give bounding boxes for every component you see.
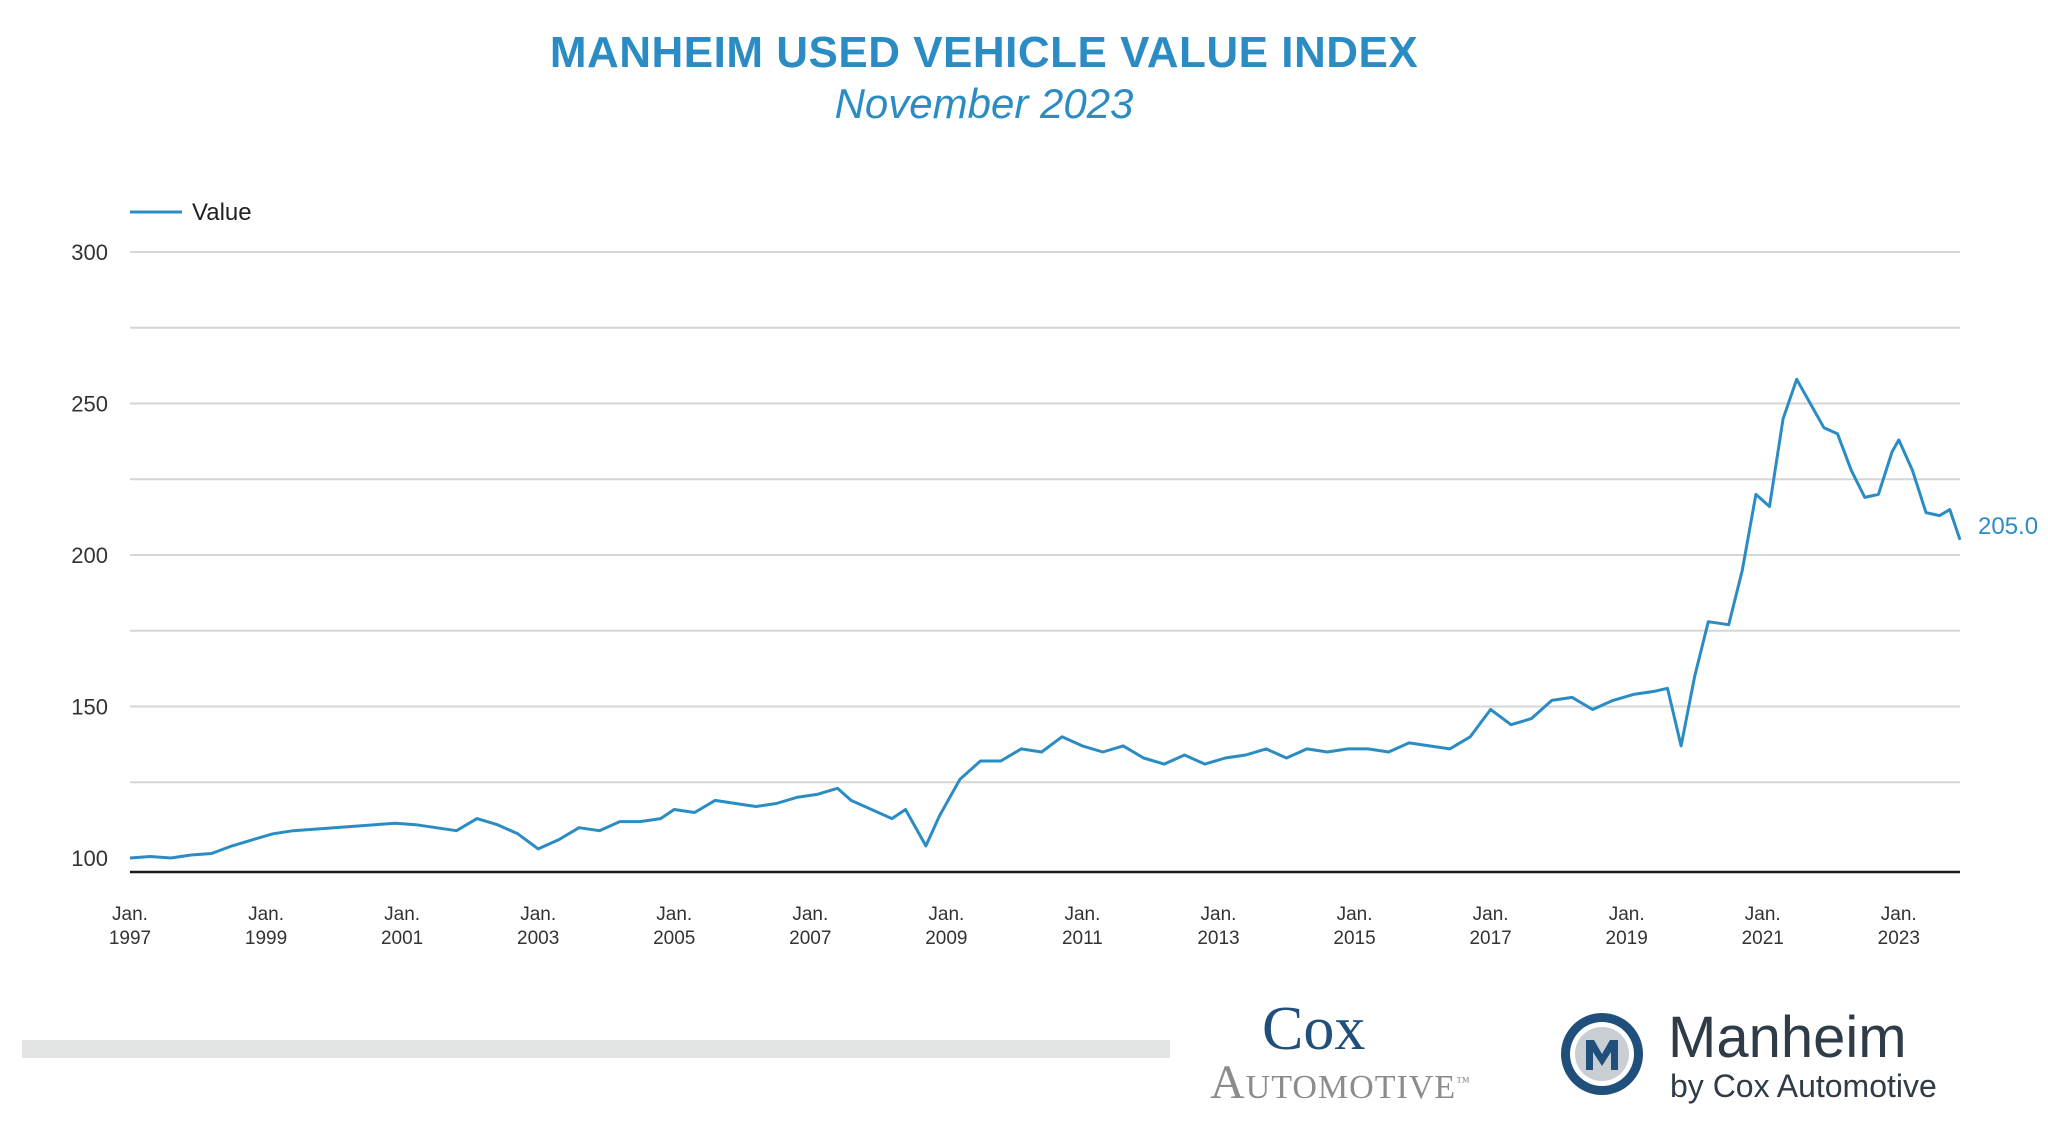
x-tick-label: Jan. <box>248 904 284 925</box>
x-tick-label: Jan. <box>112 904 148 925</box>
manheim-m-icon <box>1561 1013 1643 1095</box>
x-tick-year-label: 2007 <box>789 928 831 949</box>
x-tick-year-label: 2017 <box>1469 928 1511 949</box>
x-tick-year-label: 2015 <box>1333 928 1375 949</box>
x-tick-label: Jan. <box>656 904 692 925</box>
x-tick-year-label: 2003 <box>517 928 559 949</box>
x-tick-year-label: 2005 <box>653 928 695 949</box>
manheim-brand-name: Manheim <box>1668 1005 1907 1070</box>
cox-automotive-logo: Cox Automotive™ <box>1210 995 1530 1109</box>
x-tick-year-label: 2001 <box>381 928 423 949</box>
x-tick-label: Jan. <box>1609 904 1645 925</box>
x-tick-label: Jan. <box>1337 904 1373 925</box>
x-tick-year-label: 2009 <box>925 928 967 949</box>
y-tick-label: 100 <box>71 846 108 871</box>
gridlines <box>130 251 1960 784</box>
automotive-logo-text: Automotive <box>1210 1056 1457 1109</box>
legend: Value <box>130 199 252 226</box>
x-tick-label: Jan. <box>1745 904 1781 925</box>
chart-title: MANHEIM USED VEHICLE VALUE INDEX <box>549 28 1419 77</box>
manheim-tagline: by Cox Automotive <box>1670 1068 1937 1104</box>
x-tick-year-label: 2013 <box>1197 928 1239 949</box>
x-tick-label: Jan. <box>792 904 828 925</box>
y-tick-label: 200 <box>71 543 108 568</box>
tick-labels: 100 150 200 250 300 Jan. 1997 Jan. 1999 Jan. 2001 J… <box>71 240 2038 949</box>
legend-label: Value <box>192 199 252 226</box>
series-layer <box>129 377 1962 860</box>
x-tick-year-label: 1999 <box>245 928 287 949</box>
y-tick-label: 150 <box>71 695 108 720</box>
x-tick-label: Jan. <box>1473 904 1509 925</box>
footer-bar <box>22 1040 1170 1058</box>
end-value-label: 205.0 <box>1978 513 2038 540</box>
x-tick-year-label: 2021 <box>1742 928 1784 949</box>
x-tick-year-label: 2011 <box>1062 928 1103 949</box>
x-tick-year-label: 1997 <box>109 928 151 949</box>
x-tick-label: Jan. <box>520 904 556 925</box>
x-tick-label: Jan. <box>1064 904 1100 925</box>
x-tick-label: Jan. <box>384 904 420 925</box>
cox-logo-text: Cox <box>1262 995 1366 1063</box>
chart-subtitle: November 2023 <box>834 80 1134 127</box>
y-tick-label: 300 <box>71 240 108 265</box>
x-tick-label: Jan. <box>928 904 964 925</box>
x-tick-year-label: 2023 <box>1878 928 1920 949</box>
y-tick-label: 250 <box>71 392 108 417</box>
trademark-symbol: ™ <box>1456 1075 1471 1090</box>
line-chart: 100 150 200 250 300 Jan. 1997 Jan. 1999 Jan. 2001 J… <box>71 199 2038 949</box>
x-tick-year-label: 2019 <box>1606 928 1648 949</box>
series-line-value <box>129 377 1962 860</box>
x-tick-label: Jan. <box>1201 904 1237 925</box>
x-tick-label: Jan. <box>1881 904 1917 925</box>
